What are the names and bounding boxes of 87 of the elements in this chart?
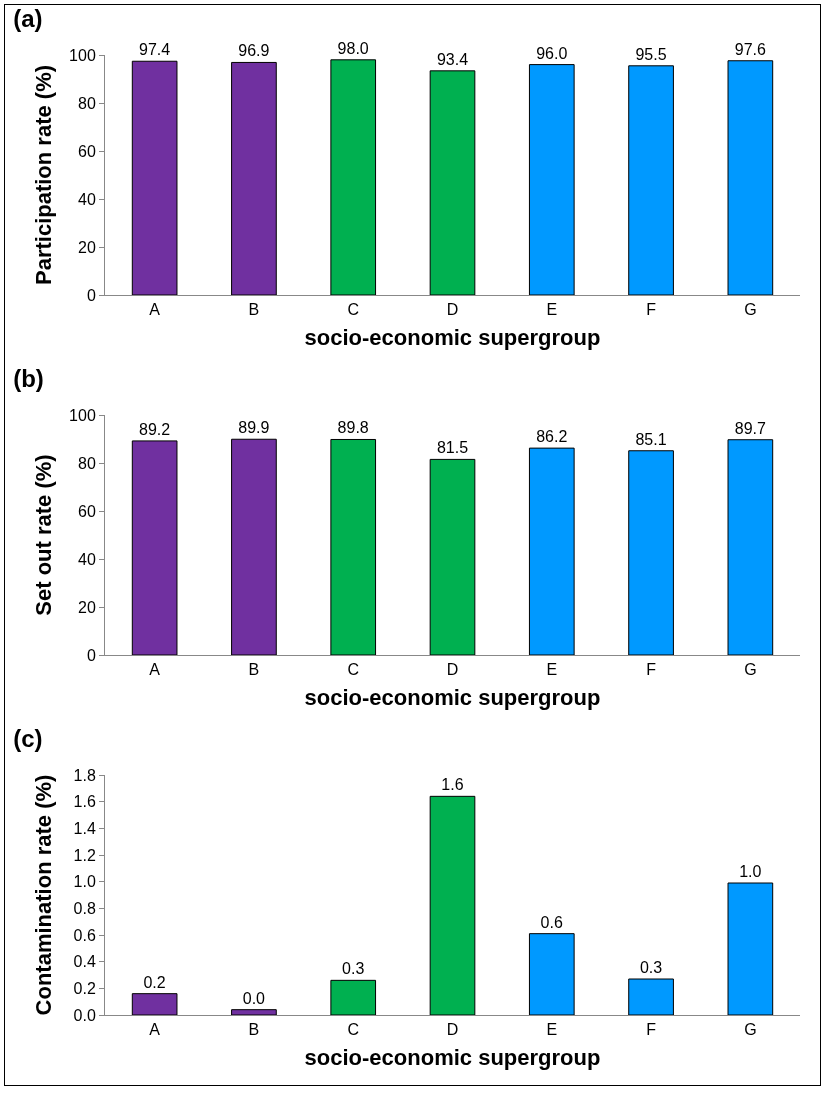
data-label: 97.4 [139, 41, 171, 59]
bar [528, 447, 575, 655]
chart-title: (c) [13, 725, 43, 753]
y-tick-label: 100 [69, 46, 96, 64]
y-axis-title: Contamination rate (%) [31, 774, 56, 1016]
data-label: 1.0 [739, 863, 762, 880]
bar [131, 993, 178, 1015]
y-axis-title: Participation rate (%) [31, 64, 56, 286]
x-tick-label: G [744, 661, 757, 679]
x-tick-label: A [149, 301, 161, 319]
data-label: 1.6 [441, 776, 464, 794]
x-tick-label: G [744, 301, 757, 319]
bar [528, 933, 575, 1015]
y-tick-label: 60 [78, 502, 96, 520]
data-label: 81.5 [436, 439, 469, 457]
data-label: 0.6 [540, 913, 563, 931]
x-tick-label: D [446, 661, 459, 679]
data-label: 0.0 [242, 989, 266, 1007]
y-tick-label: 1.6 [73, 793, 96, 811]
bar [727, 882, 774, 1015]
data-label: 0.3 [639, 959, 663, 976]
y-tick-label: 1.4 [73, 819, 96, 837]
bar [727, 439, 774, 655]
x-tick-label: D [446, 1021, 459, 1039]
data-label: 95.5 [635, 45, 667, 63]
bar [131, 440, 178, 655]
data-label: 89.2 [139, 420, 171, 438]
bar [628, 978, 674, 1015]
data-label: 96.0 [536, 44, 568, 62]
x-axis-title: socio-economic supergroup [304, 325, 601, 351]
y-tick-label: 0.8 [73, 899, 96, 917]
bar [330, 979, 377, 1015]
data-label: 86.2 [536, 428, 568, 446]
data-label: 89.8 [337, 419, 369, 437]
data-label: 0.2 [143, 973, 166, 991]
bar [429, 795, 476, 1015]
y-tick-label: 0.0 [73, 1006, 96, 1024]
y-tick-label: 40 [78, 550, 96, 568]
data-label: 93.4 [436, 50, 469, 68]
x-tick-label: D [446, 301, 459, 319]
bar [231, 438, 277, 655]
x-tick-label: A [149, 1021, 161, 1039]
y-tick-label: 80 [78, 94, 96, 112]
bar [231, 1009, 277, 1015]
data-label: 89.9 [238, 419, 270, 437]
chart-title: (b) [13, 365, 44, 393]
x-tick-label: C [347, 661, 359, 679]
x-tick-label: C [347, 1021, 359, 1039]
y-tick-label: 1.2 [73, 846, 96, 864]
y-tick-label: 0 [86, 646, 96, 664]
data-label: 96.9 [238, 42, 270, 60]
y-tick-label: 80 [78, 454, 96, 472]
y-tick-label: 0.4 [73, 953, 96, 971]
bar [628, 450, 674, 655]
chart-title: (a) [13, 5, 43, 33]
y-tick-label: 20 [78, 598, 96, 616]
data-label: 89.7 [734, 419, 766, 437]
y-tick-label: 0.2 [73, 979, 96, 997]
y-tick-label: 0 [86, 286, 96, 304]
x-tick-label: A [149, 661, 161, 679]
x-axis-title: socio-economic supergroup [304, 1045, 601, 1071]
x-tick-label: B [248, 1021, 260, 1039]
data-label: 97.6 [734, 40, 766, 58]
bar [330, 438, 377, 655]
x-tick-label: E [546, 661, 558, 679]
x-tick-label: E [546, 301, 558, 319]
y-tick-label: 1.0 [73, 873, 96, 891]
data-label: 98.0 [337, 39, 369, 57]
y-tick-label: 0.6 [73, 926, 96, 944]
y-tick-label: 20 [78, 238, 96, 256]
x-axis-title: socio-economic supergroup [304, 685, 601, 711]
x-tick-label: F [646, 661, 657, 679]
bar [429, 458, 476, 655]
x-tick-label: B [248, 301, 260, 319]
x-tick-label: C [347, 301, 359, 319]
y-axis-title: Set out rate (%) [31, 454, 56, 616]
x-tick-label: B [248, 661, 260, 679]
data-label: 0.3 [342, 960, 365, 978]
x-tick-label: G [744, 1021, 757, 1039]
x-tick-label: F [646, 301, 657, 319]
x-tick-label: F [646, 1021, 657, 1039]
y-tick-label: 1.8 [73, 766, 96, 784]
y-tick-label: 100 [69, 406, 96, 424]
data-label: 85.1 [635, 430, 667, 448]
y-tick-label: 40 [78, 190, 96, 208]
y-tick-label: 60 [78, 142, 96, 160]
x-tick-label: E [546, 1021, 558, 1039]
